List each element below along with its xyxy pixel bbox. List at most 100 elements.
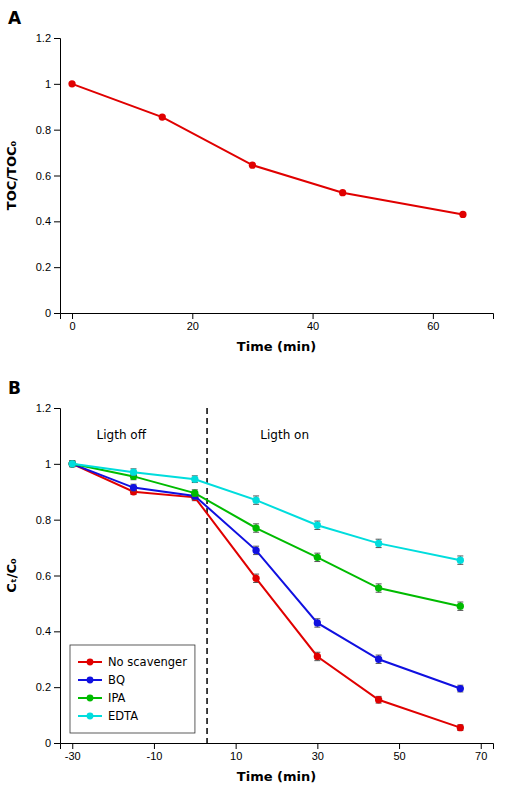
point bbox=[68, 80, 75, 87]
y-tick: 1 bbox=[45, 78, 60, 90]
point bbox=[159, 113, 166, 120]
x-tick: 20 bbox=[187, 313, 199, 332]
y-axis-line bbox=[54, 409, 61, 744]
y-tick-mark bbox=[54, 743, 60, 744]
error-bar bbox=[376, 539, 382, 547]
x-tick-mark bbox=[317, 743, 318, 749]
series-line bbox=[72, 84, 463, 215]
legend-marker bbox=[87, 713, 94, 720]
point bbox=[191, 476, 198, 483]
y-tick-label: 1 bbox=[45, 78, 51, 90]
x-tick-label: -30 bbox=[65, 750, 81, 762]
y-tick-label: 0.4 bbox=[36, 625, 51, 637]
point bbox=[191, 489, 198, 496]
legend-label: EDTA bbox=[108, 709, 138, 723]
y-axis-line bbox=[54, 39, 61, 314]
x-axis: 0204060 bbox=[61, 313, 494, 332]
legend-marker bbox=[87, 677, 94, 684]
y-tick: 0 bbox=[45, 307, 60, 319]
x-axis-title: Time (min) bbox=[237, 769, 316, 784]
point bbox=[252, 524, 259, 531]
error-bar bbox=[253, 574, 259, 582]
x-tick-label: 70 bbox=[475, 750, 487, 762]
y-tick-label: 0 bbox=[45, 737, 51, 749]
error-bar bbox=[253, 524, 259, 532]
y-tick-mark bbox=[54, 520, 60, 521]
x-tick-mark bbox=[154, 743, 155, 749]
error-bar bbox=[457, 602, 463, 610]
x-tick-mark bbox=[399, 743, 400, 749]
x-axis-line bbox=[61, 744, 494, 750]
y-tick-mark bbox=[54, 130, 60, 131]
y-tick-mark bbox=[54, 267, 60, 268]
plot-area bbox=[69, 408, 464, 743]
y-axis: 00.20.40.60.811.2 bbox=[36, 32, 61, 319]
y-tick-mark bbox=[54, 176, 60, 177]
x-axis-line bbox=[61, 314, 494, 320]
point bbox=[457, 724, 464, 731]
x-tick-label: 20 bbox=[187, 320, 199, 332]
error-bar bbox=[376, 655, 382, 663]
x-tick-label: 10 bbox=[230, 750, 242, 762]
panel-title: B bbox=[8, 378, 21, 398]
x-tick-label: 60 bbox=[427, 320, 439, 332]
error-bar bbox=[457, 685, 463, 692]
plot-area bbox=[68, 80, 466, 218]
y-tick-label: 0.2 bbox=[36, 261, 51, 273]
y-tick: 0.8 bbox=[36, 514, 60, 526]
point bbox=[252, 547, 259, 554]
error-bar bbox=[192, 490, 198, 497]
x-tick: 70 bbox=[475, 743, 487, 762]
error-bar bbox=[131, 469, 137, 476]
panel: -30-101030507000.20.40.60.811.2Time (min… bbox=[4, 378, 494, 784]
error-bar bbox=[253, 546, 259, 554]
error-bar bbox=[314, 553, 320, 561]
point bbox=[69, 460, 76, 467]
y-tick-mark bbox=[54, 687, 60, 688]
x-tick-mark bbox=[236, 743, 237, 749]
x-tick: 50 bbox=[393, 743, 405, 762]
x-tick: 10 bbox=[230, 743, 242, 762]
panel: 020406000.20.40.60.811.2Time (min)TOC/TO… bbox=[4, 8, 494, 354]
error-bar bbox=[314, 652, 320, 660]
y-tick: 0.2 bbox=[36, 681, 60, 693]
error-bar bbox=[192, 476, 198, 483]
point bbox=[314, 619, 321, 626]
x-tick: -10 bbox=[146, 743, 162, 762]
point bbox=[69, 460, 76, 467]
point bbox=[252, 575, 259, 582]
annotation: Ligth on bbox=[260, 428, 309, 442]
panel-title: A bbox=[8, 8, 22, 28]
point bbox=[457, 556, 464, 563]
point bbox=[339, 189, 346, 196]
y-tick-mark bbox=[54, 408, 60, 409]
y-tick-label: 1.2 bbox=[36, 402, 51, 414]
point bbox=[457, 685, 464, 692]
point bbox=[314, 653, 321, 660]
error-bar bbox=[69, 461, 75, 467]
x-axis: -30-1010305070 bbox=[61, 743, 494, 762]
y-tick-label: 0.2 bbox=[36, 681, 51, 693]
y-tick-mark bbox=[54, 631, 60, 632]
x-tick-mark bbox=[192, 313, 193, 319]
y-axis-title: TOC/TOC₀ bbox=[4, 141, 19, 211]
y-tick-mark bbox=[54, 313, 60, 314]
series-line bbox=[72, 464, 460, 606]
x-tick-label: 50 bbox=[393, 750, 405, 762]
point bbox=[130, 484, 137, 491]
point bbox=[249, 162, 256, 169]
y-tick: 0.6 bbox=[36, 170, 60, 182]
error-bar bbox=[376, 584, 382, 592]
y-axis-title: Cₜ/C₀ bbox=[4, 558, 19, 593]
series-line bbox=[72, 464, 460, 689]
point bbox=[69, 460, 76, 467]
x-tick-mark bbox=[313, 313, 314, 319]
x-tick-mark bbox=[72, 743, 73, 749]
point bbox=[130, 469, 137, 476]
y-tick: 0 bbox=[45, 737, 60, 749]
error-bar bbox=[69, 461, 75, 467]
legend-label: IPA bbox=[108, 691, 126, 705]
point bbox=[375, 540, 382, 547]
x-tick-mark bbox=[433, 313, 434, 319]
y-tick-label: 0.8 bbox=[36, 124, 51, 136]
